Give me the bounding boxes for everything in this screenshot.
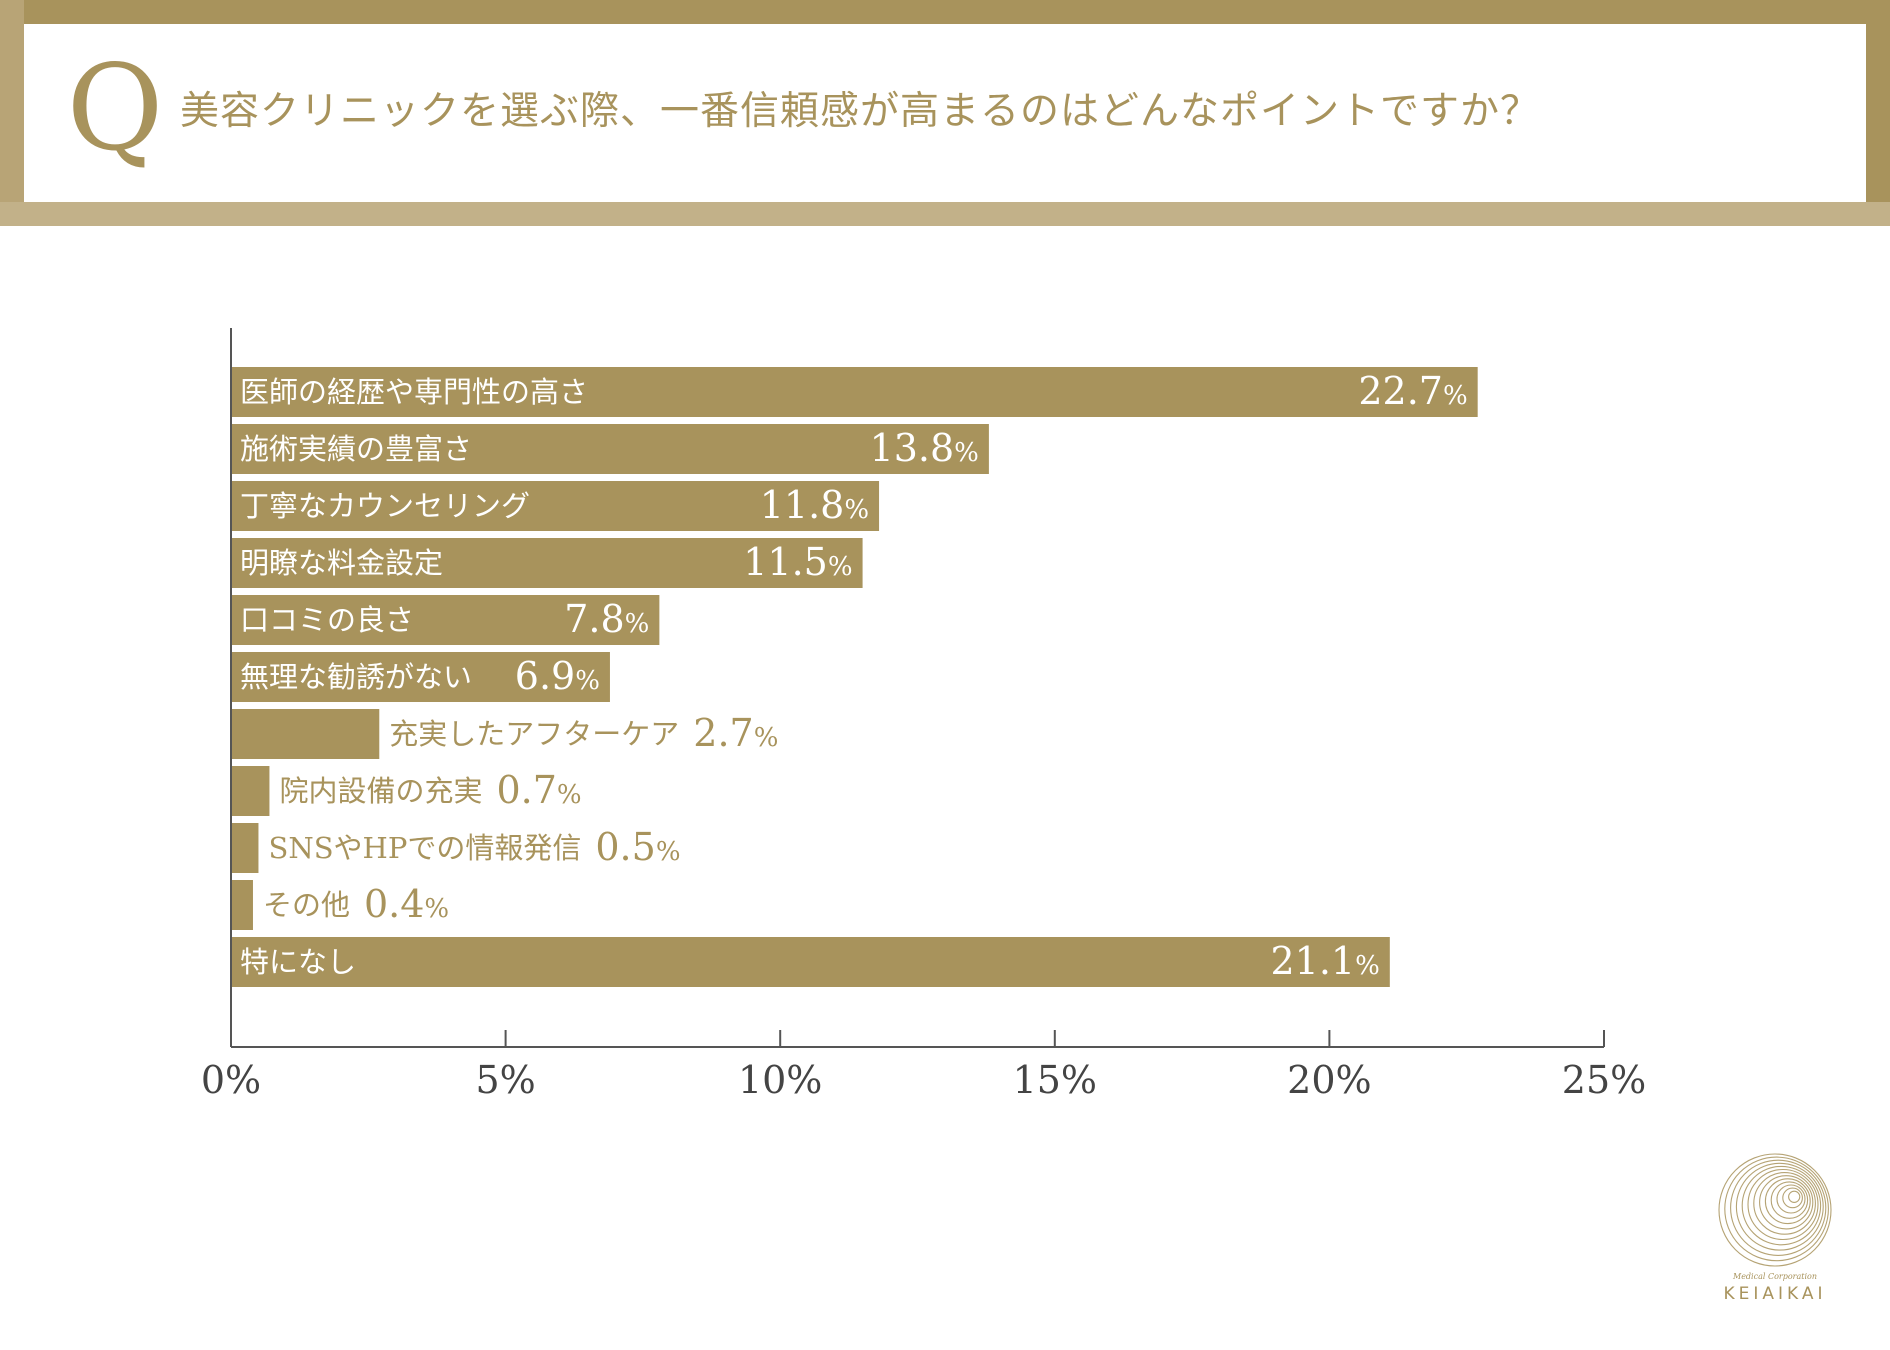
x-tick-label: 10% [738, 1058, 822, 1102]
x-tick-label: 20% [1287, 1058, 1371, 1102]
x-tick-label: 15% [1013, 1058, 1097, 1102]
bar [231, 595, 660, 645]
category-label: その他 [263, 888, 350, 922]
value-label: 0.4% [364, 882, 449, 926]
bar [231, 424, 989, 474]
logo-ring [1764, 1178, 1811, 1225]
value-label: 6.9% [515, 654, 600, 698]
value-label: 7.8% [564, 597, 649, 641]
bar [231, 880, 253, 930]
logo-ring [1747, 1168, 1819, 1241]
value-label: 0.5% [595, 825, 680, 869]
bar [231, 652, 610, 702]
logo-ring [1735, 1162, 1824, 1251]
category-label: 明瞭な料金設定 [240, 546, 443, 580]
x-tick-label: 5% [475, 1058, 535, 1102]
category-label: SNSやHPでの情報発信 [268, 831, 581, 865]
logo-ring [1782, 1187, 1803, 1209]
category-label: 充実したアフターケア [389, 717, 679, 751]
logo-ring [1759, 1175, 1814, 1230]
category-label: 口コミの良さ [240, 603, 414, 637]
category-label: 特になし [240, 945, 356, 979]
q-letter: Q [66, 39, 164, 177]
logo-ring [1730, 1159, 1827, 1256]
header-left-band [0, 0, 24, 226]
logo-ring [1788, 1190, 1801, 1203]
value-label: 13.8% [870, 426, 979, 470]
bar [231, 766, 270, 816]
value-label: 2.7% [693, 711, 778, 755]
logo-ring [1724, 1156, 1829, 1262]
bar [231, 367, 1478, 417]
category-label: 丁寧なカウンセリング [240, 489, 530, 523]
logo-ring [1753, 1172, 1816, 1235]
bar [231, 709, 380, 759]
logo-ring [1770, 1181, 1809, 1219]
category-label: 医師の経歴や専門性の高さ [240, 375, 588, 409]
header-lower-band [0, 202, 1890, 226]
question-title: 美容クリニックを選ぶ際、一番信頼感が高まるのはどんなポイントですか？ [180, 89, 1541, 134]
value-label: 22.7% [1358, 369, 1467, 413]
category-label: 施術実績の豊富さ [240, 432, 472, 466]
logo-name: KEIAIKAI [1723, 1284, 1827, 1304]
category-label: 無理な勧誘がない [240, 660, 472, 694]
keiaikai-logo-icon [1718, 1153, 1832, 1267]
category-label: 院内設備の充実 [279, 774, 482, 808]
question-header: Q 美容クリニックを選ぶ際、一番信頼感が高まるのはどんなポイントですか？ [0, 0, 1890, 226]
header-panel [24, 24, 1866, 202]
value-label: 11.5% [743, 540, 852, 584]
x-tick-label: 0% [201, 1058, 261, 1102]
bar [231, 823, 259, 873]
value-label: 11.8% [760, 483, 869, 527]
bar [231, 538, 863, 588]
value-label: 21.1% [1270, 939, 1379, 983]
bar [231, 481, 880, 531]
x-tick-label: 25% [1562, 1058, 1646, 1102]
logo-ring [1776, 1184, 1806, 1214]
value-label: 0.7% [496, 768, 581, 812]
logo-ring [1741, 1165, 1822, 1246]
bar [231, 937, 1390, 987]
logo-subtitle: Medical Corporation [1733, 1272, 1817, 1281]
logo-ring [1718, 1153, 1832, 1267]
